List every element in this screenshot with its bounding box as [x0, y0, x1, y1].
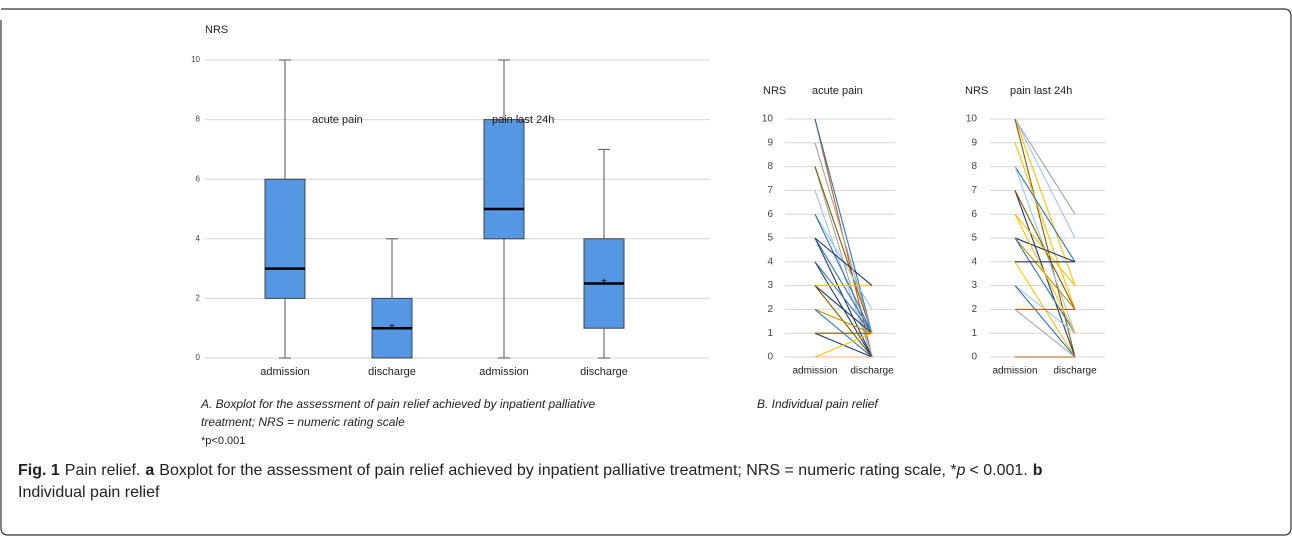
series-line	[1014, 118, 1076, 239]
y-tick-label: 6	[767, 209, 773, 220]
series-line	[814, 261, 873, 334]
annotation: acute pain	[312, 114, 363, 126]
series-line	[1014, 308, 1076, 358]
fig-a-text: Boxplot for the assessment of pain relie…	[159, 462, 956, 479]
x-tick-label: discharge	[850, 366, 894, 377]
series-line	[1014, 213, 1076, 334]
caption-b: B. Individual pain relief	[757, 397, 879, 411]
fig-label: Fig. 1	[18, 462, 60, 479]
y-tick-label: 0	[767, 352, 773, 363]
y-tick-label: 7	[767, 185, 773, 196]
fig-p: p	[956, 462, 966, 479]
series-line	[1014, 118, 1076, 215]
y-tick-label: 10	[191, 55, 200, 64]
y-tick-label: 2	[196, 294, 201, 303]
y-tick-label: 4	[767, 256, 773, 267]
caption-a-line: treatment; NRS = numeric rating scale	[201, 415, 405, 429]
series-line	[1014, 237, 1076, 263]
y-tick-label: 5	[971, 233, 977, 244]
fig-a: a	[145, 462, 154, 479]
x-tick-label: discharge	[368, 366, 416, 378]
y-tick-label: 8	[971, 161, 977, 172]
annotation: pain last 24h	[492, 114, 554, 126]
chart-title: acute pain	[812, 85, 863, 97]
y-tick-label: 3	[767, 280, 773, 291]
marker: *	[601, 275, 607, 291]
series-line	[814, 142, 873, 334]
y-tick-label: 4	[971, 256, 977, 267]
y-tick-label: 1	[767, 328, 773, 339]
series-line	[1014, 285, 1076, 358]
series-line	[814, 213, 873, 334]
y-tick-label: 8	[196, 115, 201, 124]
caption-a-line: A. Boxplot for the assessment of pain re…	[200, 397, 596, 411]
figure-caption-b: Individual pain relief	[18, 484, 160, 501]
y-tick-label: 9	[971, 137, 977, 148]
y-tick-label: 1	[971, 328, 977, 339]
series-line	[814, 237, 873, 287]
series-line	[814, 166, 873, 334]
x-tick-label: discharge	[580, 366, 628, 378]
fig-title: Pain relief.	[65, 462, 141, 479]
series-line	[814, 308, 873, 334]
y-tick-label: 6	[971, 209, 977, 220]
y-tick-label: 10	[966, 114, 978, 125]
y-axis-label: NRS	[205, 24, 228, 36]
series-line	[1014, 237, 1076, 334]
y-tick-label: 6	[196, 174, 201, 183]
chart-title: pain last 24h	[1010, 85, 1072, 97]
y-tick-label: 2	[971, 304, 977, 315]
series-line	[1014, 142, 1076, 310]
y-tick-label: 0	[196, 353, 201, 362]
series-line	[814, 118, 873, 334]
box	[264, 178, 306, 299]
series-line	[1014, 166, 1076, 263]
x-tick-label: admission	[260, 366, 310, 378]
x-tick-label: admission	[792, 366, 837, 377]
series-line	[814, 285, 873, 334]
y-tick-label: 10	[762, 114, 774, 125]
x-tick-label: discharge	[1053, 366, 1097, 377]
y-tick-label: 3	[971, 280, 977, 291]
y-tick-label: 7	[971, 185, 977, 196]
x-tick-label: admission	[479, 366, 529, 378]
y-tick-label: 8	[767, 161, 773, 172]
y-tick-label: 9	[767, 137, 773, 148]
series-line	[1014, 118, 1076, 286]
y-tick-label: 0	[971, 352, 977, 363]
marker: *	[389, 320, 395, 336]
y-tick-label: 4	[196, 234, 201, 243]
fig-p-text: < 0.001.	[969, 462, 1027, 479]
y-tick-label: 2	[767, 304, 773, 315]
series-line	[814, 332, 873, 358]
caption-a-note: *p<0.001	[201, 435, 245, 447]
fig-b: b	[1033, 462, 1043, 479]
x-tick-label: admission	[992, 366, 1037, 377]
y-axis-label: NRS	[763, 85, 786, 97]
frame	[0, 8, 1292, 536]
figure-caption: Fig. 1 Pain relief. a Boxplot for the asses…	[18, 462, 1043, 479]
y-tick-label: 5	[767, 233, 773, 244]
box	[483, 119, 525, 240]
y-axis-label: NRS	[965, 85, 988, 97]
